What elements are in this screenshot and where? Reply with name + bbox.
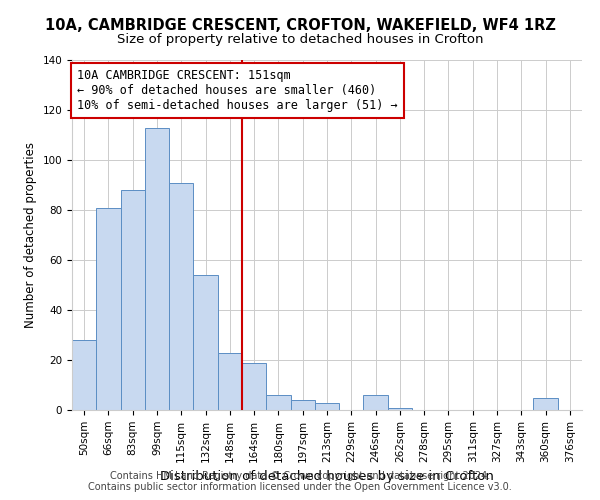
- Text: Size of property relative to detached houses in Crofton: Size of property relative to detached ho…: [117, 32, 483, 46]
- Bar: [72, 340, 96, 410]
- Text: 10A CAMBRIDGE CRESCENT: 151sqm
← 90% of detached houses are smaller (460)
10% of: 10A CAMBRIDGE CRESCENT: 151sqm ← 90% of …: [77, 69, 398, 112]
- Bar: [145, 128, 169, 410]
- Bar: [242, 362, 266, 410]
- Bar: [290, 400, 315, 410]
- Bar: [193, 275, 218, 410]
- Text: Contains HM Land Registry data © Crown copyright and database right 2024.
Contai: Contains HM Land Registry data © Crown c…: [88, 471, 512, 492]
- Bar: [364, 395, 388, 410]
- Bar: [218, 352, 242, 410]
- Bar: [315, 402, 339, 410]
- Bar: [169, 182, 193, 410]
- Y-axis label: Number of detached properties: Number of detached properties: [24, 142, 37, 328]
- Bar: [96, 208, 121, 410]
- X-axis label: Distribution of detached houses by size in Crofton: Distribution of detached houses by size …: [160, 470, 494, 483]
- Bar: [121, 190, 145, 410]
- Bar: [388, 408, 412, 410]
- Bar: [266, 395, 290, 410]
- Text: 10A, CAMBRIDGE CRESCENT, CROFTON, WAKEFIELD, WF4 1RZ: 10A, CAMBRIDGE CRESCENT, CROFTON, WAKEFI…: [44, 18, 556, 32]
- Bar: [533, 398, 558, 410]
